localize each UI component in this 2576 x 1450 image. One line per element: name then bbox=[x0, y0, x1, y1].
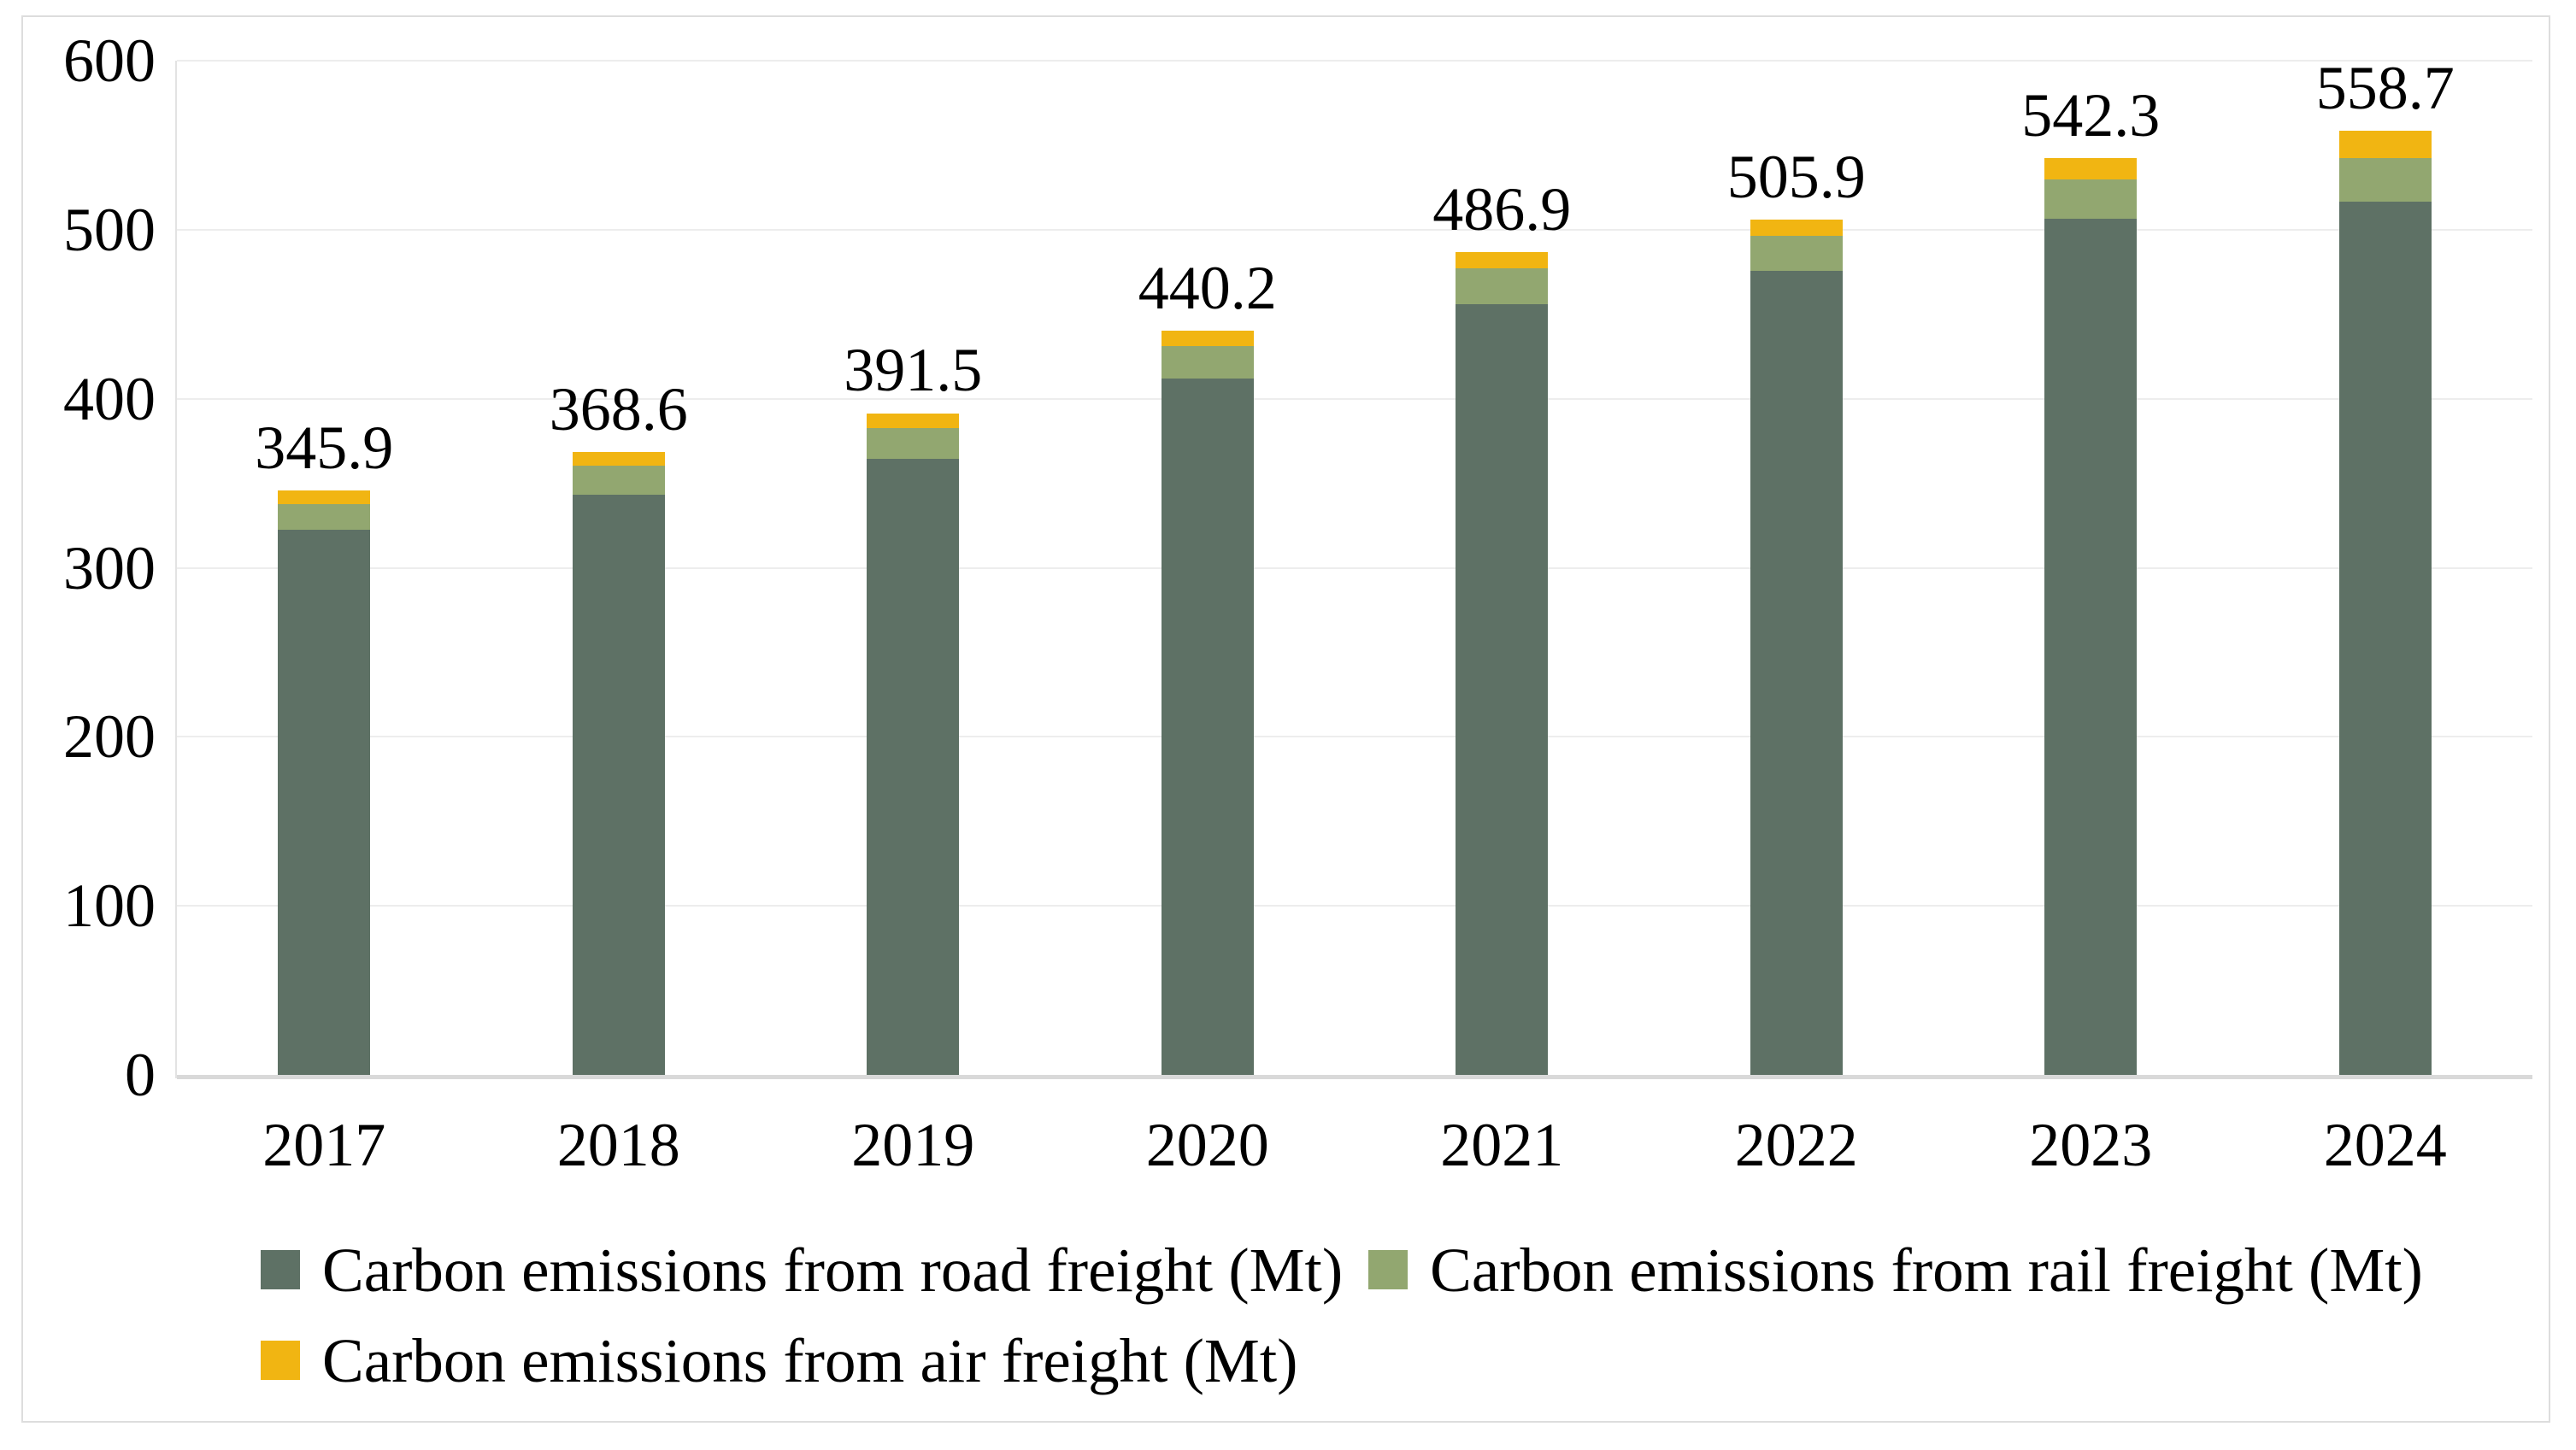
legend-item: Carbon emissions from road freight (Mt) bbox=[261, 1235, 1344, 1305]
plot-area: 345.9 368.6 391.5 440.2 486.9 505.9 542.3 558.7 bbox=[177, 57, 2533, 1075]
legend-swatch-icon bbox=[1368, 1250, 1409, 1289]
stacked-bar-2021 bbox=[1456, 251, 1549, 1075]
bar-total-label: 486.9 bbox=[1432, 174, 1572, 244]
legend-label: Carbon emissions from rail freight (Mt) bbox=[1430, 1235, 2423, 1305]
bar-segment bbox=[1456, 251, 1549, 269]
bar-segment bbox=[2338, 202, 2432, 1075]
stacked-bar-2024 bbox=[2338, 130, 2432, 1075]
legend-item: Carbon emissions from rail freight (Mt) bbox=[1368, 1235, 2423, 1305]
bar-segment bbox=[1161, 331, 1254, 347]
bar-group-2019: 391.5 bbox=[766, 61, 1061, 1075]
bar-group-2022: 505.9 bbox=[1650, 61, 1944, 1075]
bar-segment bbox=[2338, 130, 2432, 158]
stacked-bar-2019 bbox=[867, 413, 960, 1075]
y-tick-label: 0 bbox=[125, 1041, 156, 1109]
bar-segment bbox=[2044, 158, 2138, 179]
stacked-bar-2020 bbox=[1161, 331, 1254, 1075]
legend-row-2: Carbon emissions from air freight (Mt) bbox=[261, 1325, 1298, 1395]
y-tick-label: 200 bbox=[63, 702, 156, 772]
y-tick-label: 300 bbox=[63, 533, 156, 602]
bar-total-label: 368.6 bbox=[549, 374, 688, 443]
y-axis-line bbox=[175, 61, 177, 1078]
legend-item: Carbon emissions from air freight (Mt) bbox=[261, 1325, 1298, 1395]
gridline-500 bbox=[177, 228, 2532, 231]
bar-group-2017: 345.9 bbox=[177, 61, 472, 1075]
bar-total-label: 345.9 bbox=[255, 413, 394, 482]
gridline-600 bbox=[177, 60, 2532, 62]
x-tick-label-2020: 2020 bbox=[1145, 1111, 1269, 1179]
gridline-200 bbox=[177, 736, 2532, 738]
legend-row-1: Carbon emissions from road freight (Mt) C… bbox=[261, 1235, 2423, 1305]
bar-segment bbox=[867, 427, 960, 459]
bar-group-2020: 440.2 bbox=[1061, 61, 1356, 1075]
bar-group-2023: 542.3 bbox=[1944, 61, 2238, 1075]
bar-segment bbox=[278, 530, 371, 1075]
bar-segment bbox=[572, 495, 665, 1075]
bar-segment bbox=[1456, 304, 1549, 1075]
bar-group-2024: 558.7 bbox=[2238, 57, 2533, 1075]
x-tick-label-2017: 2017 bbox=[262, 1111, 386, 1179]
bar-segment bbox=[1161, 346, 1254, 379]
bar-group-2018: 368.6 bbox=[472, 61, 767, 1075]
legend-swatch-icon bbox=[261, 1341, 300, 1380]
bar-segment bbox=[1456, 268, 1549, 305]
bar-total-label: 505.9 bbox=[1726, 143, 1866, 212]
bar-total-label: 440.2 bbox=[1138, 254, 1277, 323]
bar-total-label: 558.7 bbox=[2315, 53, 2455, 122]
gridline-300 bbox=[177, 566, 2532, 569]
bar-segment bbox=[278, 490, 371, 504]
legend-label: Carbon emissions from road freight (Mt) bbox=[322, 1235, 1344, 1305]
stacked-bar-2018 bbox=[572, 451, 665, 1075]
stacked-bar-2022 bbox=[1750, 220, 1843, 1075]
bar-segment bbox=[278, 503, 371, 531]
stacked-bar-2017 bbox=[278, 490, 371, 1075]
legend-swatch-icon bbox=[261, 1250, 300, 1289]
gridline-100 bbox=[177, 905, 2532, 907]
x-tick-label-2021: 2021 bbox=[1440, 1111, 1564, 1179]
bar-group-2021: 486.9 bbox=[1355, 61, 1650, 1075]
y-tick-label: 600 bbox=[63, 26, 156, 95]
bar-total-label: 391.5 bbox=[844, 336, 983, 405]
x-axis-line bbox=[177, 1075, 2532, 1079]
bar-segment bbox=[2338, 157, 2432, 203]
bar-segment bbox=[1750, 220, 1843, 237]
bar-segment bbox=[572, 451, 665, 467]
bar-segment bbox=[2044, 219, 2138, 1075]
y-tick-label: 500 bbox=[63, 195, 156, 264]
x-axis-tick-labels: 2017 2018 2019 2020 2021 2022 2023 2024 bbox=[177, 1111, 2532, 1179]
bar-total-label: 542.3 bbox=[2021, 81, 2161, 150]
bar-segment bbox=[867, 413, 960, 428]
bar-segment bbox=[1750, 236, 1843, 272]
x-tick-label-2023: 2023 bbox=[2029, 1111, 2153, 1179]
legend-label: Carbon emissions from air freight (Mt) bbox=[322, 1325, 1298, 1395]
bar-segment bbox=[1161, 379, 1254, 1075]
bar-segment bbox=[867, 458, 960, 1075]
x-tick-label-2022: 2022 bbox=[1734, 1111, 1858, 1179]
bar-segment bbox=[2044, 179, 2138, 220]
x-tick-label-2018: 2018 bbox=[556, 1111, 680, 1179]
y-tick-label: 400 bbox=[63, 364, 156, 433]
gridline-400 bbox=[177, 397, 2532, 400]
x-tick-label-2024: 2024 bbox=[2323, 1111, 2447, 1179]
bar-segment bbox=[572, 466, 665, 496]
y-tick-label: 100 bbox=[63, 872, 156, 941]
stacked-bar-2023 bbox=[2044, 158, 2138, 1075]
bar-segment bbox=[1750, 271, 1843, 1075]
x-tick-label-2019: 2019 bbox=[851, 1111, 975, 1179]
